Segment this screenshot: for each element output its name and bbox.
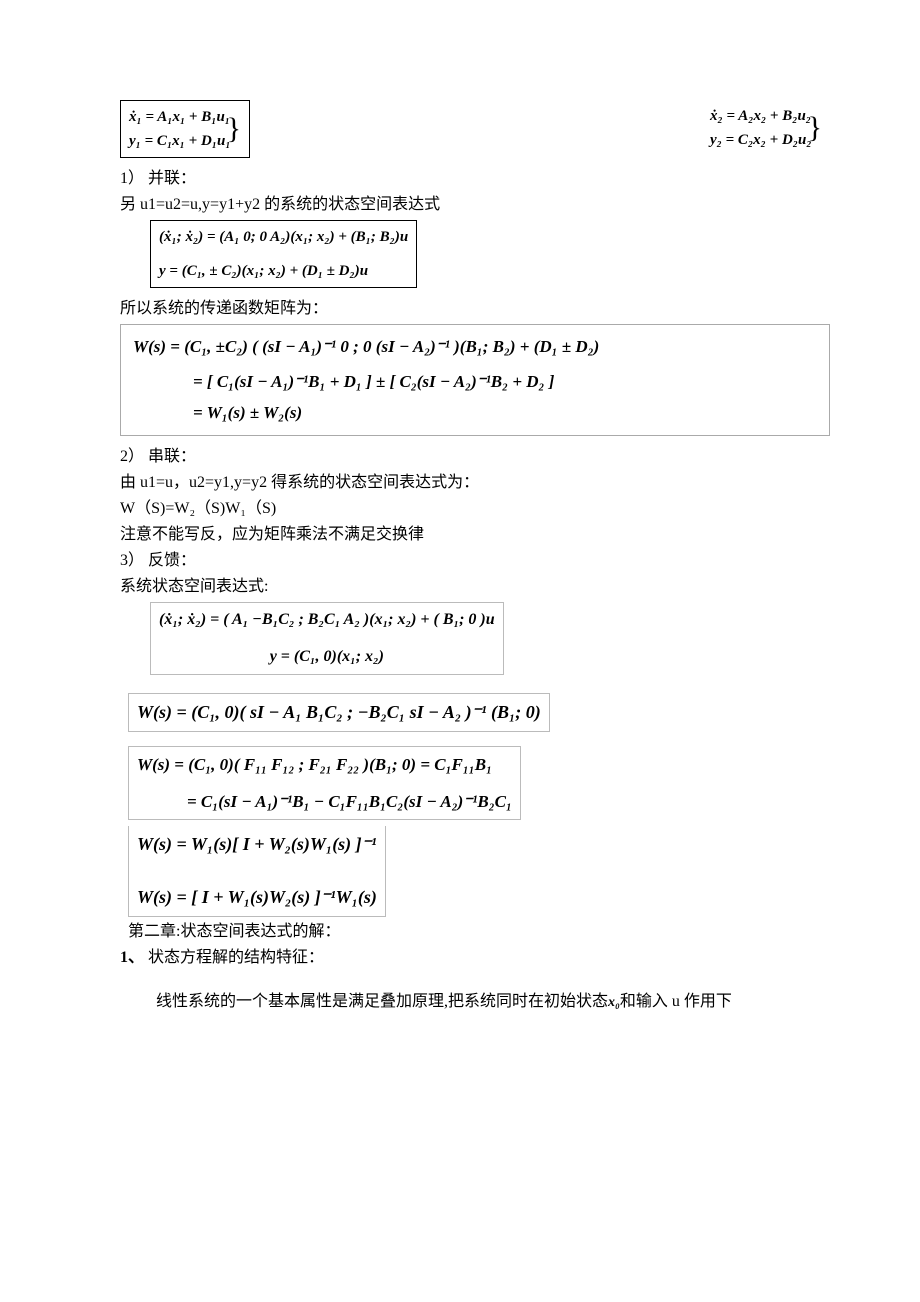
- parallel-eq-line1: (ẋ₁; ẋ₂) = (A₁ 0; 0 A₂)(x₁; x₂) + (B₁; B…: [159, 225, 408, 249]
- eq-s2-line2: y₂ = C₂x₂ + D₂u₂: [710, 128, 812, 152]
- parallel-tf-line2: = [ C₁(sI − A₁)⁻¹B₁ + D₁ ] ± [ C₂(sI − A…: [193, 368, 817, 395]
- tf-matrix-label: 所以系统的传递函数矩阵为：: [120, 294, 830, 318]
- ch2-para-text1: 线性系统的一个基本属性是满足叠加原理,把系统同时在初始状态: [156, 993, 608, 1010]
- section-1-condition: 另 u1=u2=u,y=y1+y2 的系统的状态空间表达式: [120, 190, 830, 214]
- section-3-num: 3）: [120, 552, 144, 569]
- section-3-heading: 3） 反馈：: [120, 546, 830, 570]
- state-eq-system-2: ẋ₂ = A₂x₂ + B₂u₂ y₂ = C₂x₂ + D₂u₂ }: [702, 100, 830, 158]
- top-equation-row: ẋ₁ = A₁x₁ + B₁u₁ y₁ = C₁x₁ + D₁u₁ } ẋ₂ =…: [120, 100, 830, 158]
- feedback-ws-eq: W(s) = (C₁, 0)( sI − A₁ B₁C₂ ; −B₂C₁ sI …: [128, 693, 830, 732]
- brace-icon: }: [227, 111, 241, 147]
- brace-icon: }: [808, 110, 822, 146]
- section-1-heading: 1） 并联：: [120, 164, 830, 188]
- parallel-tf-line3: = W₁(s) ± W₂(s): [193, 399, 817, 426]
- fb-eq1-line1: (ẋ₁; ẋ₂) = ( A₁ −B₁C₂ ; B₂C₁ A₂ )(x₁; x₂…: [159, 607, 495, 633]
- eq-s2-line1: ẋ₂ = A₂x₂ + B₂u₂: [710, 104, 812, 128]
- section-2-condition: 由 u1=u，u2=y1,y=y2 得系统的状态空间表达式为：: [120, 468, 830, 492]
- section-1-title: 并联：: [148, 170, 196, 187]
- section-2-heading: 2） 串联：: [120, 442, 830, 466]
- parallel-tf-line1: W(s) = (C₁, ±C₂) ( (sI − A₁)⁻¹ 0 ; 0 (sI…: [133, 333, 817, 360]
- series-ws: W（S)=W₂（S)W₁（S): [120, 494, 830, 518]
- feedback-state-label: 系统状态空间表达式:: [120, 572, 830, 596]
- section-3-title: 反馈：: [148, 552, 196, 569]
- feedback-final-eqs: W(s) = W₁(s)[ I + W₂(s)W₁(s) ]⁻¹ W(s) = …: [128, 826, 830, 917]
- feedback-ws-f-eq: W(s) = (C₁, 0)( F₁₁ F₁₂ ; F₂₁ F₂₂ )(B₁; …: [128, 746, 830, 820]
- fb-eq1-line2: y = (C₁, 0)(x₁; x₂): [159, 644, 495, 670]
- chapter-2-item1: 1、 状态方程解的结构特征：: [120, 943, 830, 967]
- section-2-num: 2）: [120, 448, 144, 465]
- parallel-tf-derivation: W(s) = (C₁, ±C₂) ( (sI − A₁)⁻¹ 0 ; 0 (sI…: [120, 324, 830, 436]
- chapter-2-title: 第二章:状态空间表达式的解：: [128, 917, 830, 941]
- eq-s1-line2: y₁ = C₁x₁ + D₁u₁: [129, 129, 231, 153]
- feedback-state-eq: (ẋ₁; ẋ₂) = ( A₁ −B₁C₂ ; B₂C₁ A₂ )(x₁; x₂…: [150, 602, 830, 675]
- section-1-num: 1）: [120, 170, 144, 187]
- fb-ws-f-line1: W(s) = (C₁, 0)( F₁₁ F₁₂ ; F₂₁ F₂₂ )(B₁; …: [137, 751, 512, 778]
- parallel-eq-line2: y = (C₁, ± C₂)(x₁; x₂) + (D₁ ± D₂)u: [159, 259, 408, 283]
- eq-s1-line1: ẋ₁ = A₁x₁ + B₁u₁: [129, 105, 231, 129]
- ch2-item1-num: 1、: [120, 949, 144, 966]
- ch2-paragraph: 线性系统的一个基本属性是满足叠加原理,把系统同时在初始状态x₀和输入 u 作用下: [156, 987, 830, 1011]
- fb-final-line1: W(s) = W₁(s)[ I + W₂(s)W₁(s) ]⁻¹: [137, 830, 377, 859]
- ch2-para-text2: 和输入 u 作用下: [620, 993, 732, 1010]
- series-ws-text: W（S)=W₂（S)W₁（S): [120, 500, 276, 517]
- parallel-state-eq: (ẋ₁; ẋ₂) = (A₁ 0; 0 A₂)(x₁; x₂) + (B₁; B…: [150, 220, 830, 288]
- fb-ws-f-line2: = C₁(sI − A₁)⁻¹B₁ − C₁F₁₁B₁C₂(sI − A₂)⁻¹…: [187, 788, 512, 815]
- x0-symbol: x₀: [608, 995, 620, 1011]
- ch2-item1-title: 状态方程解的结构特征：: [148, 949, 324, 966]
- fb-final-line2: W(s) = [ I + W₁(s)W₂(s) ]⁻¹W₁(s): [137, 883, 377, 912]
- series-note: 注意不能写反，应为矩阵乘法不满足交换律: [120, 520, 830, 544]
- state-eq-system-1: ẋ₁ = A₁x₁ + B₁u₁ y₁ = C₁x₁ + D₁u₁ }: [120, 100, 250, 158]
- section-2-title: 串联：: [148, 448, 196, 465]
- fb-ws-line: W(s) = (C₁, 0)( sI − A₁ B₁C₂ ; −B₂C₁ sI …: [137, 698, 541, 727]
